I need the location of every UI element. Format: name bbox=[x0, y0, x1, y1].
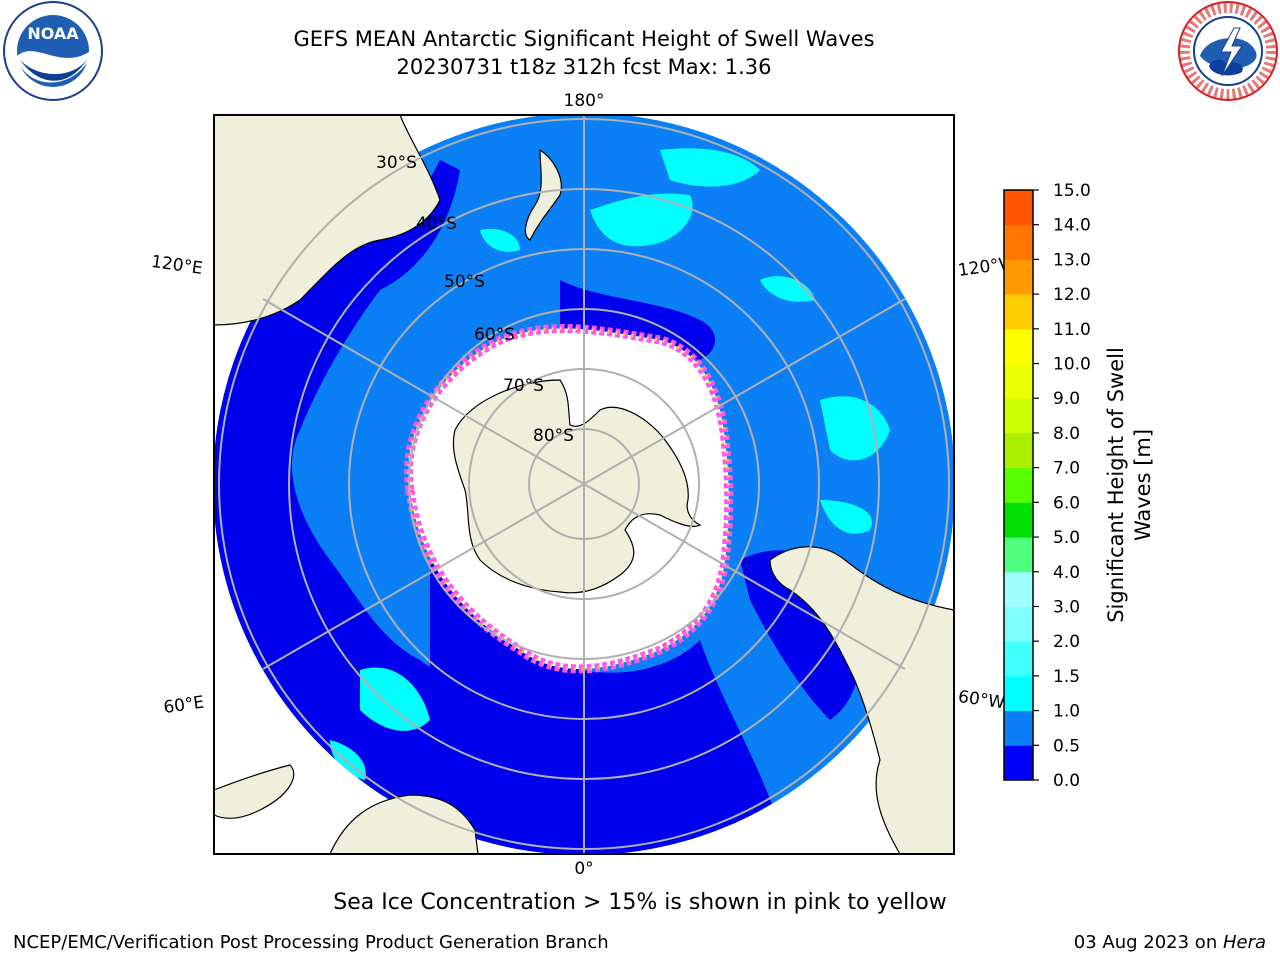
new-zealand-land bbox=[524, 148, 562, 241]
map-frame bbox=[213, 114, 955, 855]
africa-land bbox=[329, 794, 479, 854]
colorbar-ticks: 0.0 0.5 1.0 1.5 2.0 3.0 4.0 5.0 6.0 7.0 8.0 9.0 10.0… bbox=[1033, 181, 1091, 791]
colorbar-tick-label: 6.0 bbox=[1053, 493, 1080, 513]
lon-label-60e: 60°E bbox=[162, 693, 205, 718]
lon-label-0: 0° bbox=[574, 859, 593, 879]
sea-ice-caption: Sea Ice Concentration > 15% is shown in … bbox=[333, 890, 947, 915]
colorbar-segment bbox=[1004, 259, 1033, 295]
colorbar-segment bbox=[1004, 641, 1033, 677]
colorbar-segment bbox=[1004, 294, 1033, 330]
madagascar-land bbox=[214, 764, 295, 819]
machine-name: Hera bbox=[1222, 932, 1266, 953]
colorbar-segment bbox=[1004, 328, 1033, 365]
map-area bbox=[214, 115, 954, 854]
colorbar-segment bbox=[1004, 467, 1033, 503]
colorbar-segment bbox=[1004, 398, 1033, 434]
colorbar-tick-label: 0.0 bbox=[1053, 771, 1080, 791]
colorbar-segment bbox=[1004, 363, 1033, 399]
nws-logo bbox=[1178, 1, 1278, 101]
high-swell-regions bbox=[330, 148, 890, 780]
antarctica-land bbox=[452, 379, 702, 594]
colorbar-border bbox=[1003, 189, 1034, 781]
lon-label-180: 180° bbox=[564, 91, 605, 111]
colorbar-tick-label: 3.0 bbox=[1053, 597, 1080, 617]
meridian-lines bbox=[262, 115, 906, 854]
date-stamp: 03 Aug 2023 on Hera bbox=[1074, 932, 1266, 953]
colorbar-tick-label: 7.0 bbox=[1053, 459, 1080, 479]
colorbar-segment bbox=[1004, 502, 1033, 538]
colorbar-tick-label: 1.5 bbox=[1053, 667, 1080, 687]
colorbar-segment bbox=[1004, 537, 1033, 573]
colorbar-tick-label: 4.0 bbox=[1053, 563, 1080, 583]
date-text: 03 Aug 2023 on bbox=[1073, 932, 1223, 953]
noaa-logo-text: NOAA bbox=[27, 24, 79, 43]
lat-label-40s: 40°S bbox=[416, 214, 457, 234]
colorbar-tick-label: 0.5 bbox=[1053, 736, 1080, 756]
colorbar-label-line2: Waves [m] bbox=[1131, 429, 1155, 541]
lat-label-70s: 70°S bbox=[503, 376, 544, 396]
colorbar-tick-label: 2.0 bbox=[1053, 632, 1080, 652]
lat-label-50s: 50°S bbox=[444, 272, 485, 292]
colorbar-segment bbox=[1004, 224, 1033, 260]
colorbar-tick-label: 10.0 bbox=[1053, 355, 1091, 375]
lon-label-60w: 60°W bbox=[957, 687, 1006, 713]
colorbar-segment bbox=[1004, 675, 1033, 712]
lat-label-30s: 30°S bbox=[376, 153, 417, 173]
lat-label-80s: 80°S bbox=[533, 426, 574, 446]
colorbar-segment bbox=[1004, 190, 1033, 226]
colorbar bbox=[1003, 189, 1034, 781]
colorbar-tick-label: 9.0 bbox=[1053, 389, 1080, 409]
colorbar-tick-label: 14.0 bbox=[1053, 216, 1091, 236]
map-subtitle: 20230731 t18z 312h fcst Max: 1.36 bbox=[396, 55, 772, 79]
colorbar-segment bbox=[1004, 606, 1033, 642]
lon-label-120e: 120°E bbox=[150, 252, 204, 279]
colorbar-segment bbox=[1004, 745, 1033, 781]
map-title: GEFS MEAN Antarctic Significant Height o… bbox=[293, 27, 875, 51]
colorbar-segment bbox=[1004, 710, 1033, 746]
colorbar-tick-label: 5.0 bbox=[1053, 528, 1080, 548]
credit-text: NCEP/EMC/Verification Post Processing Pr… bbox=[13, 932, 609, 953]
colorbar-segment bbox=[1004, 571, 1033, 607]
colorbar-tick-label: 12.0 bbox=[1053, 285, 1091, 305]
colorbar-tick-label: 1.0 bbox=[1053, 702, 1080, 722]
colorbar-tick-label: 13.0 bbox=[1053, 250, 1091, 270]
colorbar-label-line1: Significant Height of Swell bbox=[1104, 347, 1128, 623]
lat-label-60s: 60°S bbox=[474, 325, 515, 345]
australia-land bbox=[214, 115, 441, 326]
noaa-logo: NOAA bbox=[3, 1, 103, 101]
colorbar-tick-label: 11.0 bbox=[1053, 320, 1091, 340]
colorbar-tick-label: 8.0 bbox=[1053, 424, 1080, 444]
colorbar-segment bbox=[1004, 432, 1033, 469]
south-america-land bbox=[769, 546, 954, 854]
colorbar-tick-label: 15.0 bbox=[1053, 181, 1091, 201]
